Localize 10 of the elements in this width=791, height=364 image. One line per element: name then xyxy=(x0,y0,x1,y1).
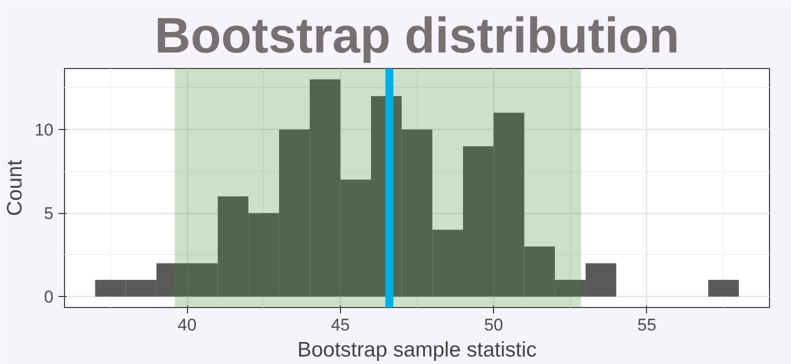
x-tick-label: 55 xyxy=(637,316,656,334)
x-tick-label: 50 xyxy=(484,316,504,334)
y-tick-label: 5 xyxy=(44,204,54,224)
chart-title: Bootstrap distribution xyxy=(154,8,680,64)
x-tick-label: 45 xyxy=(330,316,350,334)
y-tick-label: 0 xyxy=(44,288,54,307)
x-axis-title: Bootstrap sample statistic xyxy=(297,338,537,362)
y-axis-title: Count xyxy=(4,160,27,216)
x-tick-label: 40 xyxy=(178,316,197,334)
y-tick-label: 10 xyxy=(34,120,54,140)
